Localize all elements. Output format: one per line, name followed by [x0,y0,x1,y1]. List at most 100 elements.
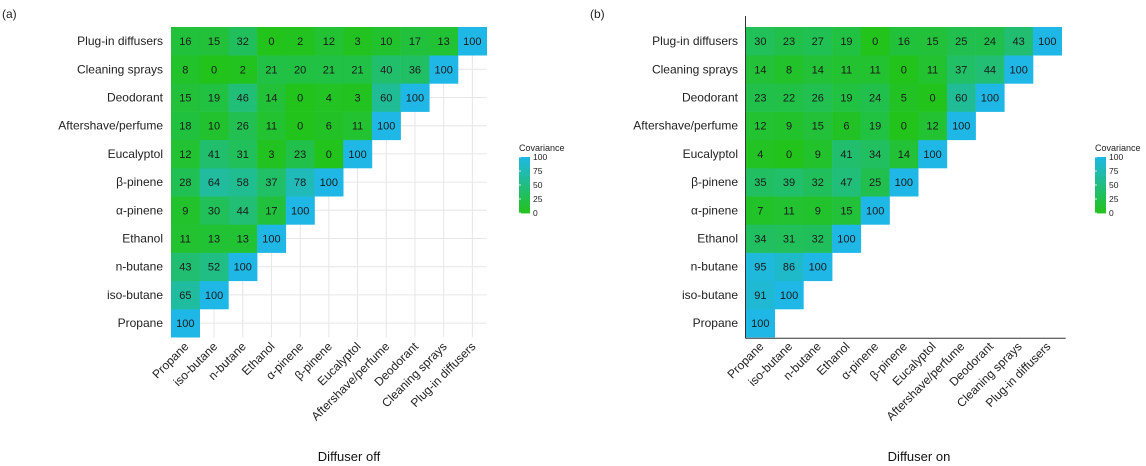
cell-value-label: 16 [898,36,910,48]
cell-value-label: 36 [409,64,421,76]
x-tick-labels-b: Propaneiso-butanen-butaneEthanolα-pinene… [724,339,1053,423]
cell-value-label: 21 [265,64,277,76]
heatmap-cell [774,111,804,141]
legend-tick-label: 0 [1109,208,1114,218]
heatmap-cell [171,55,200,84]
cell-value-label: 9 [815,205,821,217]
legend-gradient-step [1095,187,1106,191]
y-tick-label: Aftershave/perfume [633,119,738,133]
heatmap-cell [343,55,373,84]
axis-lines-b [745,16,1066,339]
cell-value-label: 100 [205,290,223,302]
heatmap-cell [774,168,804,197]
cell-value-label: 37 [955,64,967,76]
y-tick-label: Aftershave/perfume [58,119,163,133]
heatmap-cell [228,252,258,282]
cell-value-label: 12 [926,121,938,133]
cell-value-label: 19 [840,93,852,105]
cell-value-label: 11 [927,64,938,76]
cell-value-label: 78 [294,177,306,189]
heatmap-cell [257,55,287,84]
heatmap-cell [171,83,200,112]
heatmap-cell [171,196,200,225]
cell-value-label: 44 [984,64,996,76]
heatmap-cell [918,139,948,169]
cell-value-label: 28 [179,177,191,189]
cell-value-label: 100 [809,262,827,274]
y-tick-label: Deodorant [682,91,739,105]
legend-gradient-step [519,157,530,161]
heatmap-cell [257,111,287,141]
heatmap-cell [889,111,919,141]
heatmap-cell [746,280,775,310]
cell-value-label: 24 [869,93,881,105]
legend-gradient-step [1095,176,1106,180]
heatmap-cell [860,83,890,112]
cell-value-label: 44 [237,205,249,217]
heatmap-cell [400,83,430,112]
cell-value-label: 41 [840,149,852,161]
heatmap-cell [746,309,775,338]
heatmap-cell [889,55,919,84]
heatmap-cell [832,83,862,112]
legend-tick-label: 0 [533,208,538,218]
heatmap-cell [257,168,287,197]
legend-tick-label: 75 [533,166,543,176]
y-tick-label: α-pinene [116,203,163,217]
cell-value-label: 4 [326,93,332,105]
heatmap-cell [975,83,1005,112]
heatmap-cell [400,55,430,84]
heatmap-cell [774,280,804,310]
legend-gradient-step [1095,210,1106,214]
legend-gradient-step [1095,173,1106,177]
y-tick-label: β-pinene [691,175,738,189]
heatmap-cell [314,168,344,197]
heatmap-cell [314,111,344,141]
cell-value-label: 13 [237,234,249,246]
cell-value-label: 100 [1009,64,1027,76]
legend-tick-label: 100 [1109,152,1123,162]
legend-gradient-step [1095,179,1106,183]
cell-value-label: 17 [409,36,421,48]
heatmap-cell [975,55,1005,84]
cell-value-label: 100 [377,121,395,133]
cell-value-label: 6 [843,121,849,133]
heatmap-cell [314,55,344,84]
cell-value-label: 2 [240,64,246,76]
heatmap-cell [371,83,401,112]
heatmap-cell [199,224,229,253]
heatmap-cell [803,196,833,225]
legend-tick-label: 100 [533,152,547,162]
cell-value-label: 65 [179,290,191,302]
cell-value-label: 0 [901,64,907,76]
cell-value-label: 32 [812,234,824,246]
legend-gradient-step [519,185,530,189]
cell-value-label: 32 [237,36,249,48]
cell-value-label: 100 [262,234,280,246]
cell-value-label: 26 [812,93,824,105]
cell-value-label: 14 [812,64,824,76]
cell-value-label: 0 [901,121,907,133]
cell-value-label: 11 [266,121,277,133]
cell-value-label: 0 [297,93,303,105]
cell-value-label: 0 [786,149,792,161]
heatmap-cell [803,27,833,56]
legend-gradient-step [519,165,530,169]
cell-value-label: 100 [981,93,999,105]
heatmap-cell [918,111,948,141]
heatmap-cell [199,168,229,197]
heatmap-cell [832,168,862,197]
heatmap-cell [889,83,919,112]
heatmap-cell [171,111,200,141]
heatmap-cell [228,196,258,225]
y-tick-label: n-butane [691,260,739,274]
legend-gradient-step [519,162,530,166]
heatmap-cell [171,224,200,253]
legend-gradient-step [1095,171,1106,175]
heatmap-cell [1033,27,1062,56]
heatmap-cell [458,27,487,56]
cell-value-label: 40 [380,64,392,76]
cell-value-label: 31 [783,234,795,246]
